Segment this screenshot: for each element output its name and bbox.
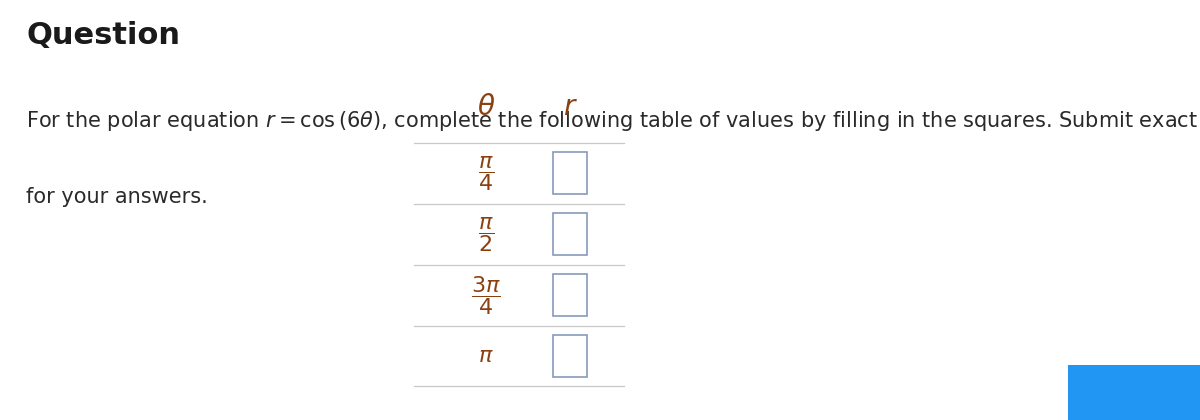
- Text: Question: Question: [26, 21, 180, 50]
- FancyBboxPatch shape: [553, 335, 587, 377]
- Text: $\dfrac{\pi}{4}$: $\dfrac{\pi}{4}$: [478, 154, 494, 193]
- FancyBboxPatch shape: [553, 152, 587, 194]
- Text: $\pi$: $\pi$: [478, 346, 494, 366]
- Text: $\mathit{r}$: $\mathit{r}$: [563, 93, 577, 121]
- FancyBboxPatch shape: [553, 274, 587, 316]
- Text: $\dfrac{3\pi}{4}$: $\dfrac{3\pi}{4}$: [472, 273, 500, 317]
- FancyBboxPatch shape: [1068, 365, 1200, 420]
- Text: $\dfrac{\pi}{2}$: $\dfrac{\pi}{2}$: [478, 215, 494, 254]
- Text: For the polar equation $r = \mathrm{cos}\,(6\theta)$, complete the following tab: For the polar equation $r = \mathrm{cos}…: [26, 109, 1200, 133]
- Text: for your answers.: for your answers.: [26, 187, 208, 207]
- FancyBboxPatch shape: [553, 213, 587, 255]
- Text: $\mathit{\theta}$: $\mathit{\theta}$: [476, 93, 496, 121]
